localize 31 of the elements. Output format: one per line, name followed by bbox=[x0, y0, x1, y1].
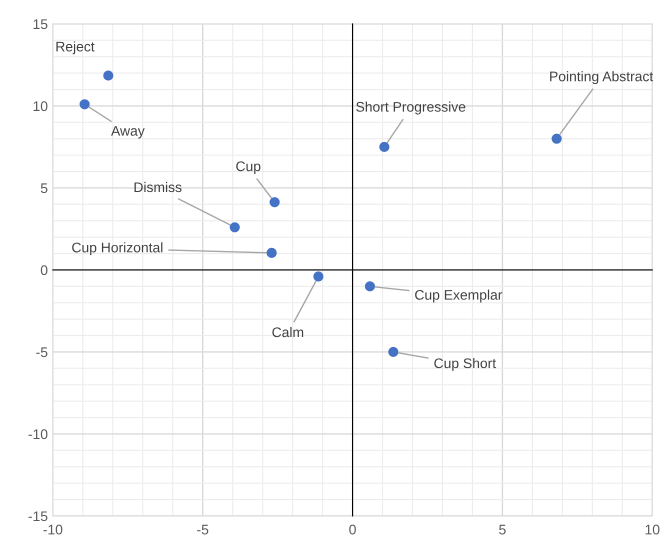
y-tick-label: -15 bbox=[28, 511, 48, 522]
y-tick-label: 0 bbox=[40, 265, 48, 276]
annotation: Calm bbox=[272, 326, 304, 338]
y-tick-label: -5 bbox=[36, 347, 48, 358]
y-tick-label: 10 bbox=[34, 101, 48, 112]
point bbox=[313, 271, 324, 282]
annotation: Reject bbox=[56, 41, 95, 54]
annotation: Cup Short bbox=[434, 358, 496, 371]
annotation: Cup Exemplar bbox=[415, 290, 502, 303]
annotation: Cup Horizontal bbox=[72, 242, 162, 256]
point bbox=[230, 222, 240, 232]
y-tick-label: -10 bbox=[28, 429, 48, 440]
annotation: Cup bbox=[236, 161, 260, 174]
point bbox=[388, 346, 398, 358]
point bbox=[364, 281, 376, 292]
x-tick-label: 0 bbox=[349, 524, 356, 535]
x-tick-label: -5 bbox=[197, 524, 208, 535]
point bbox=[379, 142, 390, 152]
annotation: Short Progressive bbox=[356, 102, 466, 115]
annotation: Pointing Abstract bbox=[550, 71, 654, 84]
point bbox=[80, 99, 90, 110]
point bbox=[103, 70, 114, 81]
y-tick-label: 5 bbox=[40, 183, 48, 194]
point bbox=[266, 248, 277, 258]
x-tick-label: 5 bbox=[499, 524, 506, 535]
point bbox=[552, 134, 562, 144]
point bbox=[270, 197, 280, 208]
x-tick-label: 10 bbox=[646, 524, 660, 535]
annotation: Away bbox=[111, 126, 145, 139]
y-tick-label: 15 bbox=[34, 19, 48, 30]
annotation: Dismiss bbox=[134, 182, 182, 192]
